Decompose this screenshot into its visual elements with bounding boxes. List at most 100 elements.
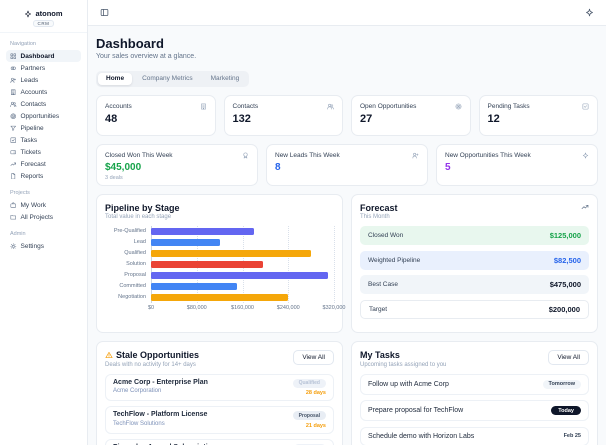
sidebar-item-label: Dashboard: [20, 52, 55, 60]
sidebar-item-label: Leads: [20, 76, 39, 84]
chart-axis-tick: $0: [147, 305, 155, 311]
topbar: [88, 0, 606, 26]
stale-title: Stale Opportunities: [116, 350, 200, 360]
sidebar-item-leads[interactable]: Leads: [6, 74, 81, 86]
chart-category-label: Negotiation: [118, 294, 146, 300]
stale-opportunity-row[interactable]: Acme Corp - Enterprise Plan Acme Corporat…: [105, 373, 334, 401]
chart-category-label: Solution: [126, 261, 146, 267]
stale-opportunities-panel: Stale Opportunities Deals with no activi…: [96, 341, 343, 445]
tab-company-metrics[interactable]: Company Metrics: [134, 73, 201, 85]
chart-bar-proposal: [151, 272, 329, 279]
stale-opportunity-row[interactable]: TechFlow - Platform License TechFlow Solu…: [105, 406, 334, 434]
tab-home[interactable]: Home: [98, 72, 133, 85]
kpi-value: 48: [105, 112, 118, 125]
kpi-label: Open Opportunities: [360, 102, 417, 110]
kpi-card-accounts: Accounts 48: [96, 94, 216, 136]
sparkle-icon: [582, 152, 589, 159]
target-icon: [10, 113, 17, 120]
chart-bar-negotiation: [151, 294, 289, 301]
sidebar-item-tickets[interactable]: Tickets: [6, 146, 81, 158]
pipeline-title: Pipeline by Stage: [105, 202, 180, 213]
chart-bar-lead: [151, 239, 220, 246]
stale-view-all-button[interactable]: View All: [293, 350, 334, 365]
forecast-subtitle: This Month: [360, 214, 390, 220]
kpi-label: Accounts: [105, 102, 132, 110]
tasks-view-all-button[interactable]: View All: [548, 350, 589, 365]
forecast-row-target: Target $200,000: [360, 299, 589, 319]
task-row[interactable]: Schedule demo with Horizon Labs Feb 25: [360, 426, 589, 445]
sidebar-item-reports[interactable]: Reports: [6, 170, 81, 182]
sidebar-item-label: Tickets: [20, 148, 41, 156]
check-square-icon: [10, 137, 17, 144]
forecast-row-best-case: Best Case $475,000: [360, 275, 589, 294]
stale-opportunity-row[interactable]: Pinnacle - Annual SubscriptionPinnacle I…: [105, 438, 334, 445]
stale-age: 21 days: [305, 422, 326, 429]
users-icon: [10, 101, 17, 108]
user-plus-icon: [412, 152, 419, 159]
folder-icon: [10, 214, 17, 221]
sidebar-item-accounts[interactable]: Accounts: [6, 86, 81, 98]
chart-axis-tick: $240,000: [276, 305, 300, 311]
task-row[interactable]: Prepare proposal for TechFlow Today: [360, 400, 589, 421]
my-tasks-panel: My Tasks Upcoming tasks assigned to you …: [351, 341, 598, 445]
opportunity-company: Acme Corporation: [113, 388, 162, 394]
page-subtitle: Your sales overview at a glance.: [96, 53, 197, 60]
sidebar-item-forecast[interactable]: Forecast: [6, 158, 81, 170]
sidebar-item-partners[interactable]: Partners: [6, 62, 81, 74]
forecast-title: Forecast: [360, 202, 398, 213]
chart-category-label: Proposal: [124, 272, 146, 278]
panel-left-icon: [100, 8, 109, 17]
highlight-value: $45,000: [105, 161, 142, 173]
award-icon: [242, 152, 249, 159]
chart-bar-pre-qualified: [151, 228, 254, 235]
sidebar-item-settings[interactable]: Settings: [6, 240, 81, 252]
kpi-value: 12: [487, 112, 500, 125]
warning-icon: [105, 351, 113, 359]
forecast-panel: Forecast This Month Closed Won $125,000 We…: [351, 193, 598, 333]
sidebar-item-my-work[interactable]: My Work: [6, 199, 81, 211]
chart-category-label: Committed: [119, 283, 146, 289]
chart-axis-tick: $160,000: [231, 305, 254, 311]
sidebar-item-all-projects[interactable]: All Projects: [6, 211, 81, 223]
kpi-card-contacts: Contacts 132: [223, 94, 343, 136]
sidebar-toggle-button[interactable]: [98, 6, 111, 19]
highlight-value: 5: [445, 161, 451, 173]
user-plus-icon: [10, 77, 17, 84]
opportunity-title: Acme Corp - Enterprise Plan: [113, 378, 208, 386]
sidebar-item-label: Partners: [20, 64, 46, 72]
content: Dashboard Your sales overview at a glanc…: [88, 26, 606, 445]
topbar-action-button[interactable]: [583, 6, 596, 19]
sparkle-icon: [585, 8, 594, 17]
briefcase-icon: [10, 202, 17, 209]
sidebar-item-label: Tasks: [20, 136, 38, 144]
highlight-card-closed-won-this-week: Closed Won This Week $45,000 3 deals: [96, 143, 258, 186]
gear-icon: [10, 243, 17, 250]
forecast-row-closed-won: Closed Won $125,000: [360, 226, 589, 245]
users-icon: [327, 103, 334, 110]
partners-icon: [10, 65, 17, 72]
sidebar-item-label: Forecast: [20, 160, 46, 168]
brand: atonom CRM: [0, 6, 87, 33]
tab-marketing[interactable]: Marketing: [203, 73, 248, 85]
tasks-title: My Tasks: [360, 350, 400, 360]
chart-x-axis: $0 $80,000 $160,000 $240,000 $320,000: [147, 305, 346, 316]
check-square-icon: [582, 103, 589, 110]
sidebar-item-contacts[interactable]: Contacts: [6, 98, 81, 110]
sidebar-item-opportunities[interactable]: Opportunities: [6, 110, 81, 122]
forecast-row-label: Weighted Pipeline: [368, 256, 421, 264]
kpi-label: Contacts: [232, 102, 259, 110]
highlight-label: New Opportunities This Week: [445, 151, 531, 159]
sidebar-item-dashboard[interactable]: Dashboard: [6, 50, 81, 62]
nav-section-label: Admin: [10, 231, 26, 237]
sidebar-item-pipeline[interactable]: Pipeline: [6, 122, 81, 134]
kpi-card-pending-tasks: Pending Tasks 12: [478, 94, 598, 136]
task-due-badge: Feb 25: [563, 433, 581, 439]
task-row[interactable]: Follow up with Acme Corp Tomorrow: [360, 373, 589, 395]
target-icon: [455, 103, 462, 110]
sidebar-item-label: My Work: [20, 201, 47, 209]
trend-icon: [581, 203, 589, 211]
chart-axis-tick: $80,000: [186, 305, 207, 311]
chart-category-label: Pre-Qualified: [113, 228, 146, 234]
sidebar-item-tasks[interactable]: Tasks: [6, 134, 81, 146]
